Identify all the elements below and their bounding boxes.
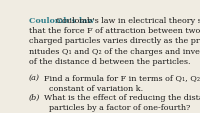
Text: nitudes Q₁ and Q₂ of the charges and inversely as the square: nitudes Q₁ and Q₂ of the charges and inv… [29, 47, 200, 55]
Text: of the distance d between the particles.: of the distance d between the particles. [29, 58, 190, 66]
Text: Coulomb’s law: Coulomb’s law [29, 17, 94, 25]
Text: charged particles varies directly as the product of the mag-: charged particles varies directly as the… [29, 37, 200, 45]
Text: particles by a factor of one-fourth?: particles by a factor of one-fourth? [49, 103, 190, 111]
Text: that the force F of attraction between two oppositely: that the force F of attraction between t… [29, 27, 200, 35]
Text: (a): (a) [29, 74, 40, 81]
Text: constant of variation k.: constant of variation k. [49, 84, 143, 92]
Text: Coulomb’s law in electrical theory states: Coulomb’s law in electrical theory state… [56, 17, 200, 25]
Text: Find a formula for F in terms of Q₁, Q₂, d, and a: Find a formula for F in terms of Q₁, Q₂,… [44, 74, 200, 81]
Text: What is the effect of reducing the distance between the: What is the effect of reducing the dista… [44, 93, 200, 101]
Text: (b): (b) [29, 93, 40, 101]
